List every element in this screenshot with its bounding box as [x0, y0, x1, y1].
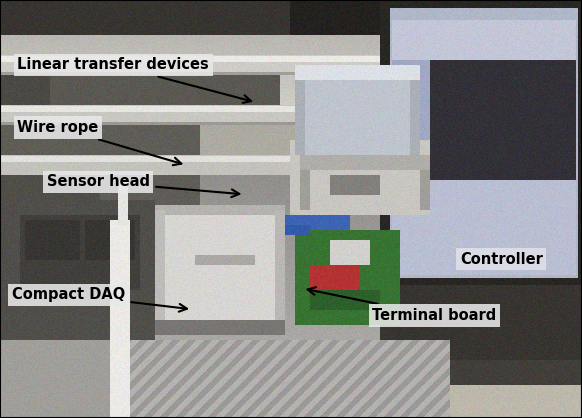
- Text: Compact DAQ: Compact DAQ: [12, 287, 187, 312]
- Text: Linear transfer devices: Linear transfer devices: [17, 57, 251, 103]
- Text: Terminal board: Terminal board: [308, 287, 496, 323]
- Text: Sensor head: Sensor head: [47, 174, 239, 197]
- Text: Wire rope: Wire rope: [17, 120, 182, 165]
- Text: Controller: Controller: [460, 252, 542, 267]
